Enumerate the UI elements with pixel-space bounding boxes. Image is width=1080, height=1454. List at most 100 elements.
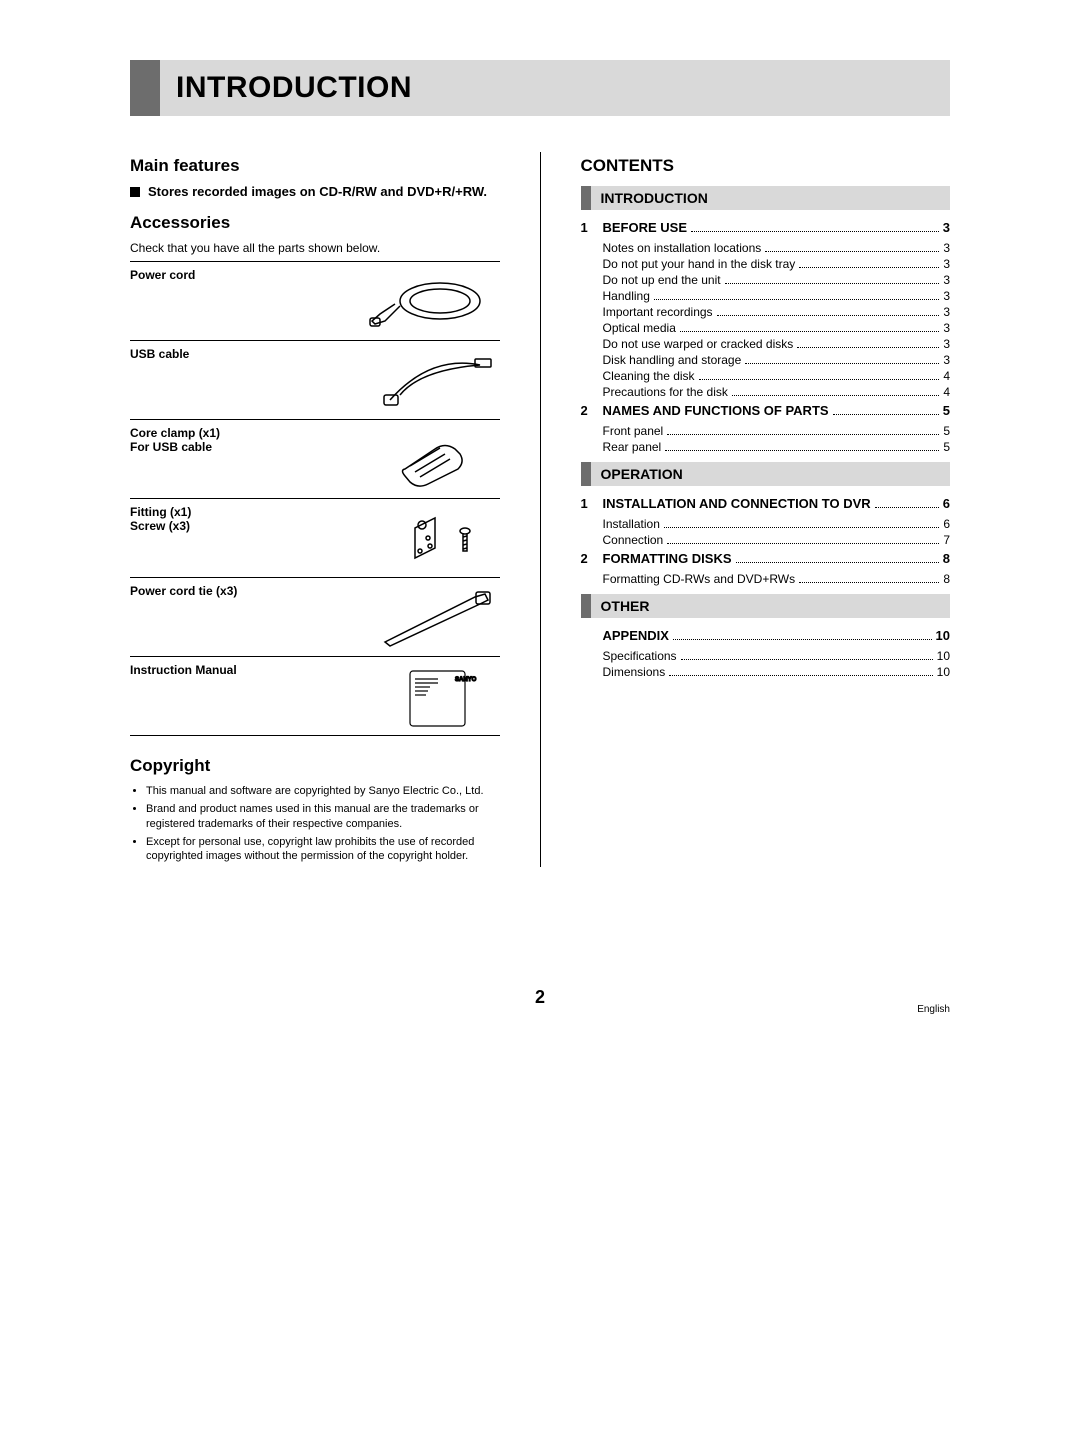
- toc-sub-item: Do not up end the unit3: [603, 273, 951, 287]
- page-footer: 2 English: [130, 987, 950, 1017]
- accessory-label: Power cord tie (x3): [130, 578, 360, 598]
- sub-title: Do not use warped or cracked disks: [603, 337, 794, 351]
- accessories-heading: Accessories: [130, 213, 500, 233]
- leader-dots: [667, 433, 939, 435]
- leader-dots: [732, 394, 939, 396]
- toc-section-bar: OTHER: [581, 594, 951, 618]
- leader-dots: [797, 346, 939, 348]
- sub-page: 5: [943, 424, 950, 438]
- toc-sub-item: Dimensions10: [603, 665, 951, 679]
- toc-chapter: 2NAMES AND FUNCTIONS OF PARTS5: [581, 403, 951, 418]
- page-number: 2: [535, 987, 545, 1008]
- toc-sub-item: Connection 7: [603, 533, 951, 547]
- sub-title: Do not up end the unit: [603, 273, 721, 287]
- chapter-page: 8: [943, 551, 950, 566]
- core-clamp-icon: [360, 420, 500, 498]
- right-column: CONTENTS INTRODUCTION1BEFORE USE3Notes o…: [581, 146, 951, 867]
- sub-page: 3: [943, 257, 950, 271]
- sub-title: Formatting CD-RWs and DVD+RWs: [603, 572, 796, 586]
- table-of-contents: INTRODUCTION1BEFORE USE3Notes on install…: [581, 186, 951, 679]
- toc-sub-item: Do not use warped or cracked disks3: [603, 337, 951, 351]
- sub-title: Rear panel: [603, 440, 662, 454]
- sub-page: 8: [943, 572, 950, 586]
- leader-dots: [669, 674, 932, 676]
- leader-dots: [654, 298, 939, 300]
- accessory-row: USB cable: [130, 340, 500, 419]
- accessory-row: Power cord tie (x3): [130, 577, 500, 656]
- section-title: OTHER: [591, 594, 951, 618]
- chapter-title: APPENDIX: [603, 628, 669, 643]
- toc-section-bar: OPERATION: [581, 462, 951, 486]
- leader-dots: [833, 413, 939, 415]
- chapter-title: BEFORE USE: [603, 220, 688, 235]
- toc-section-bar: INTRODUCTION: [581, 186, 951, 210]
- copyright-list: This manual and software are copyrighted…: [130, 784, 500, 864]
- sub-page: 6: [943, 517, 950, 531]
- sub-page: 4: [943, 385, 950, 399]
- chapter-title: INSTALLATION AND CONNECTION TO DVR: [603, 496, 871, 511]
- page-title: INTRODUCTION: [176, 71, 412, 105]
- accessories-table: Power cord USB cable Core clamp (x1) For…: [130, 261, 500, 736]
- accessory-row: Instruction Manual SANYO: [130, 656, 500, 736]
- chapter-page: 10: [936, 628, 950, 643]
- accessory-label: Power cord: [130, 262, 360, 282]
- sub-page: 5: [943, 440, 950, 454]
- copyright-item: Except for personal use, copyright law p…: [146, 835, 500, 865]
- sub-title: Installation: [603, 517, 660, 531]
- chapter-number: 2: [581, 403, 603, 418]
- sub-title: Notes on installation locations: [603, 241, 762, 255]
- leader-dots: [699, 378, 940, 380]
- banner-bar: INTRODUCTION: [160, 60, 950, 116]
- feature-item: Stores recorded images on CD-R/RW and DV…: [130, 184, 500, 199]
- toc-sub-item: Installation 6: [603, 517, 951, 531]
- banner-accent-block: [130, 60, 160, 116]
- leader-dots: [717, 314, 940, 316]
- sub-page: 4: [943, 369, 950, 383]
- copyright-item: Brand and product names used in this man…: [146, 802, 500, 832]
- toc-sub-item: Front panel5: [603, 424, 951, 438]
- fitting-screw-icon: [360, 499, 500, 577]
- toc-chapter: APPENDIX 10: [581, 628, 951, 643]
- leader-dots: [664, 526, 939, 528]
- square-bullet-icon: [130, 187, 140, 197]
- sub-title: Important recordings: [603, 305, 713, 319]
- leader-dots: [725, 282, 940, 284]
- cord-tie-icon: [360, 578, 500, 656]
- leader-dots: [680, 330, 939, 332]
- sub-page: 10: [937, 649, 950, 663]
- leader-dots: [736, 561, 939, 563]
- accessory-row: Power cord: [130, 261, 500, 340]
- title-banner: INTRODUCTION: [130, 60, 950, 116]
- sub-page: 7: [943, 533, 950, 547]
- sub-page: 10: [937, 665, 950, 679]
- toc-chapter: 2FORMATTING DISKS8: [581, 551, 951, 566]
- sub-title: Precautions for the disk: [603, 385, 728, 399]
- leader-dots: [799, 581, 939, 583]
- sub-title: Cleaning the disk: [603, 369, 695, 383]
- content-columns: Main features Stores recorded images on …: [130, 146, 950, 867]
- section-accent-block: [581, 594, 591, 618]
- contents-heading: CONTENTS: [581, 156, 951, 176]
- toc-sub-item: Notes on installation locations3: [603, 241, 951, 255]
- sub-title: Specifications: [603, 649, 677, 663]
- sub-title: Connection: [603, 533, 664, 547]
- sub-page: 3: [943, 305, 950, 319]
- language-label: English: [917, 1004, 950, 1015]
- chapter-title: FORMATTING DISKS: [603, 551, 732, 566]
- leader-dots: [665, 449, 939, 451]
- main-features-heading: Main features: [130, 156, 500, 176]
- sub-page: 3: [943, 321, 950, 335]
- sub-title: Optical media: [603, 321, 676, 335]
- manual-icon: SANYO: [360, 657, 500, 735]
- accessory-row: Fitting (x1) Screw (x3): [130, 498, 500, 577]
- accessory-label: Instruction Manual: [130, 657, 360, 677]
- section-accent-block: [581, 186, 591, 210]
- accessory-label: Fitting (x1) Screw (x3): [130, 499, 360, 533]
- power-cord-icon: [360, 262, 500, 340]
- leader-dots: [799, 266, 939, 268]
- toc-sub-item: Optical media 3: [603, 321, 951, 335]
- section-accent-block: [581, 462, 591, 486]
- leader-dots: [673, 638, 932, 640]
- left-column: Main features Stores recorded images on …: [130, 146, 500, 867]
- accessory-label: Core clamp (x1) For USB cable: [130, 420, 360, 454]
